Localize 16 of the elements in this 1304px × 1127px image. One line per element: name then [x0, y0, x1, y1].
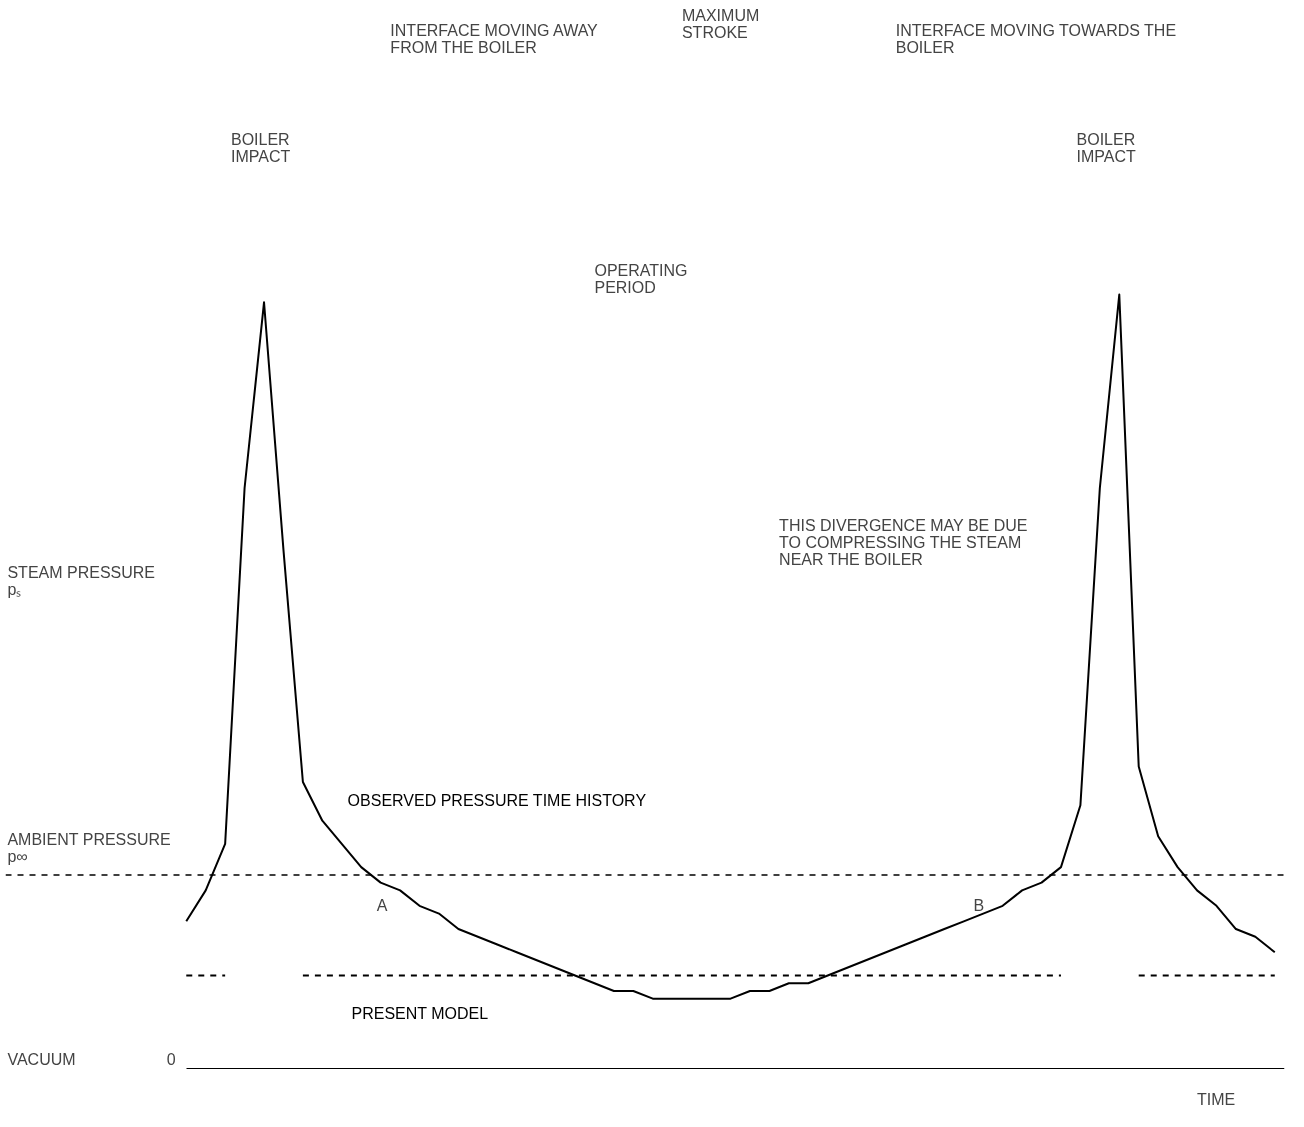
text: INTERFACE MOVING TOWARDS THE BOILER: [895, 22, 1177, 57]
ref-line-label: AMBIENT PRESSURE p∞: [7, 830, 171, 865]
annotation: THIS DIVERGENCE MAY BE DUE TO COMPRESSING THE STEAM NEAR THE BOILER: [779, 516, 1028, 568]
series-label: PRESENT MODEL: [351, 1004, 489, 1022]
annotation: OPERATING PERIOD: [594, 262, 688, 297]
text: 0: [166, 1051, 176, 1069]
annotation: A: [376, 897, 388, 915]
text: INTERFACE MOVING AWAY FROM THE BOILER: [390, 22, 599, 57]
text: BOILER IMPACT: [230, 130, 291, 165]
series-label: OBSERVED PRESSURE TIME HISTORY: [347, 792, 647, 810]
x-axis-title: TIME: [1197, 1090, 1236, 1108]
text: MAXIMUM STROKE: [681, 6, 760, 41]
annotation: B: [973, 897, 985, 915]
y-axis-title: STEAM PRESSURE pₛ: [7, 563, 156, 598]
text: BOILER IMPACT: [1076, 130, 1136, 165]
text: VACUUM: [7, 1050, 76, 1068]
